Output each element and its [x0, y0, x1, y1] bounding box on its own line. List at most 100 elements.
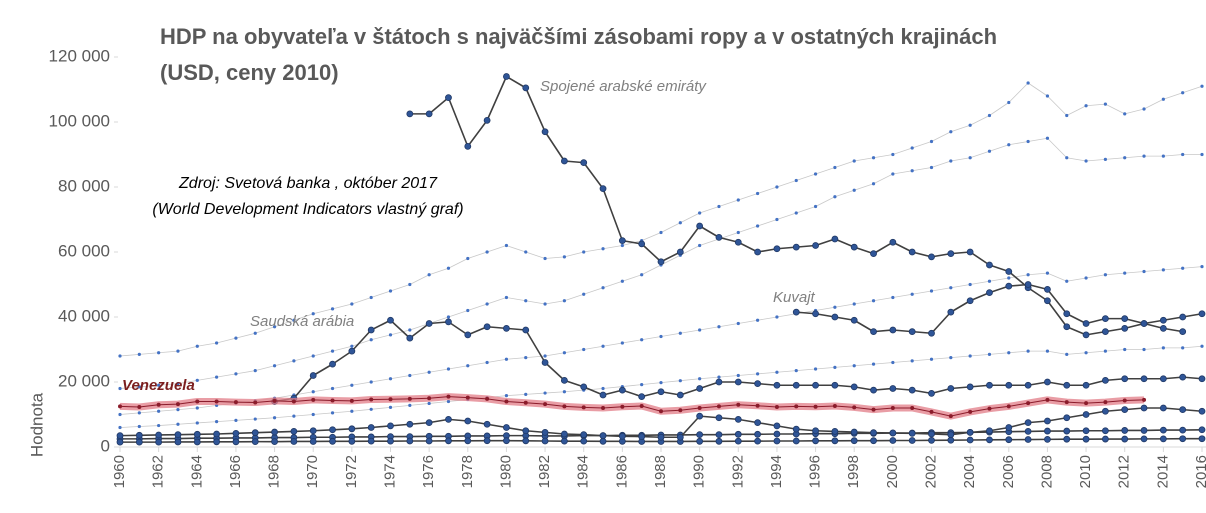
data-point	[599, 437, 607, 445]
data-point	[850, 243, 858, 251]
data-point	[155, 431, 163, 439]
x-tick-label: 2006	[1000, 455, 1017, 488]
data-point	[1082, 411, 1090, 418]
data-point	[195, 399, 200, 404]
x-tick-label: 1992	[729, 455, 746, 488]
data-point	[717, 204, 721, 209]
data-point	[1142, 397, 1147, 402]
data-point	[213, 430, 221, 438]
data-point	[659, 230, 663, 235]
data-point	[734, 430, 742, 438]
data-point	[716, 404, 721, 409]
chart-title: HDP na obyvateľa v štátoch s najväčšími …	[160, 24, 997, 49]
data-point	[446, 394, 451, 399]
data-point	[560, 157, 568, 165]
data-point	[1024, 419, 1032, 427]
data-point	[813, 172, 818, 176]
data-point	[736, 373, 740, 378]
data-point	[215, 341, 219, 345]
data-point	[871, 156, 876, 160]
data-point	[968, 354, 972, 358]
data-point	[618, 386, 626, 394]
data-point	[736, 402, 741, 407]
data-point	[1026, 81, 1030, 85]
data-point	[852, 159, 856, 163]
data-point	[446, 399, 451, 404]
data-point	[1064, 400, 1069, 405]
data-point	[698, 377, 702, 381]
data-point	[562, 390, 566, 394]
data-point	[755, 403, 760, 408]
data-point	[1024, 281, 1032, 288]
data-point	[1103, 400, 1108, 405]
data-point	[580, 159, 588, 167]
data-point	[522, 84, 530, 92]
data-point	[562, 404, 567, 409]
data-point	[773, 381, 781, 389]
data-point	[1103, 157, 1107, 161]
data-point	[1121, 435, 1129, 443]
data-point	[1026, 349, 1030, 353]
data-point	[908, 328, 916, 336]
data-point	[1063, 427, 1071, 435]
data-point	[504, 394, 509, 398]
data-point	[291, 399, 296, 404]
data-point	[464, 417, 472, 425]
x-tick-label: 2016	[1193, 455, 1206, 488]
data-point	[1159, 316, 1167, 324]
y-tick-label: 20 000	[58, 371, 110, 390]
data-point	[330, 386, 335, 391]
data-point	[1063, 381, 1071, 389]
data-point	[678, 221, 682, 225]
data-point	[1065, 352, 1069, 356]
data-point	[1121, 375, 1129, 383]
data-point	[175, 402, 180, 407]
x-tick-label: 1998	[845, 455, 862, 488]
data-point	[929, 165, 934, 170]
data-point	[503, 424, 510, 431]
data-point	[369, 295, 373, 300]
data-point	[736, 230, 740, 235]
data-point	[1101, 315, 1109, 323]
data-point	[1026, 401, 1031, 406]
series-line-core	[119, 396, 1145, 417]
data-point	[408, 328, 412, 332]
data-point	[1200, 152, 1204, 157]
data-point	[736, 321, 740, 326]
data-point	[348, 425, 356, 433]
data-point	[1063, 414, 1071, 422]
data-point	[1045, 397, 1050, 402]
data-point	[812, 381, 819, 389]
data-point	[871, 299, 876, 303]
data-point	[580, 383, 588, 391]
data-point	[1140, 435, 1148, 443]
data-point	[715, 414, 723, 422]
data-point	[271, 438, 278, 446]
x-tick-label: 1984	[575, 455, 592, 488]
data-point	[504, 399, 509, 404]
data-point	[1198, 310, 1206, 318]
data-point	[1121, 315, 1129, 323]
data-point	[986, 427, 993, 435]
data-point	[503, 437, 510, 445]
data-point	[889, 429, 897, 437]
data-point	[1103, 349, 1107, 353]
data-point	[464, 331, 472, 339]
data-point	[483, 420, 491, 428]
data-point	[425, 437, 433, 445]
data-point	[234, 418, 238, 422]
data-point	[792, 381, 800, 389]
data-point	[852, 302, 856, 306]
data-point	[966, 428, 974, 436]
data-point	[290, 438, 298, 445]
data-point	[986, 436, 993, 444]
data-point	[813, 367, 818, 371]
data-point	[369, 397, 374, 402]
data-point	[271, 428, 278, 436]
data-point	[599, 432, 607, 440]
data-point	[580, 431, 588, 439]
x-tick-label: 2004	[961, 455, 978, 488]
data-point	[640, 273, 644, 277]
data-point	[369, 338, 373, 342]
